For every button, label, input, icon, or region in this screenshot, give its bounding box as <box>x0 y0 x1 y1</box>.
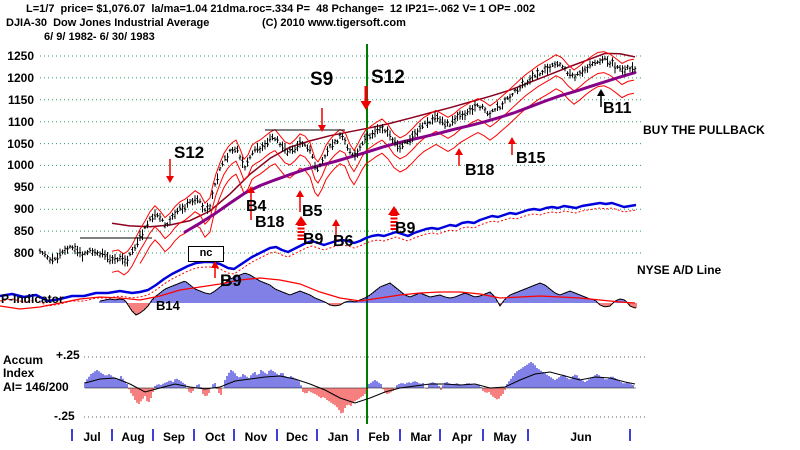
p-indicator-bars-positive <box>99 273 627 303</box>
signal-arrow-down <box>166 159 174 183</box>
ad-line-ma-dotted <box>0 207 637 307</box>
month-tick-marks <box>71 429 631 441</box>
signal-arrow-up <box>388 206 400 230</box>
nyse-ad-line <box>0 201 637 303</box>
p-indicator-ma-red <box>0 277 636 310</box>
p-indicator-line <box>99 272 637 316</box>
signal-arrow-up <box>296 190 304 212</box>
envelope-band-red <box>111 72 635 276</box>
signal-arrow-up <box>332 219 340 241</box>
signal-arrow-down <box>360 86 372 110</box>
envelope-band-red <box>139 85 635 264</box>
signal-arrow-up <box>508 137 516 155</box>
signal-arrow-up <box>247 186 255 220</box>
signal-arrow-up <box>597 89 605 107</box>
signal-arrow-up <box>295 216 307 240</box>
accum-ma-line <box>84 371 636 404</box>
accum-bars-negative <box>128 388 506 414</box>
accum-bars-positive <box>84 362 634 388</box>
signal-arrow-up <box>211 261 219 278</box>
ohlc-price-bars <box>38 55 637 267</box>
envelope-band-red <box>111 51 635 255</box>
signal-arrow-up <box>455 148 463 166</box>
signal-arrow-down <box>318 108 326 132</box>
p-indicator-bars-negative <box>127 303 637 315</box>
